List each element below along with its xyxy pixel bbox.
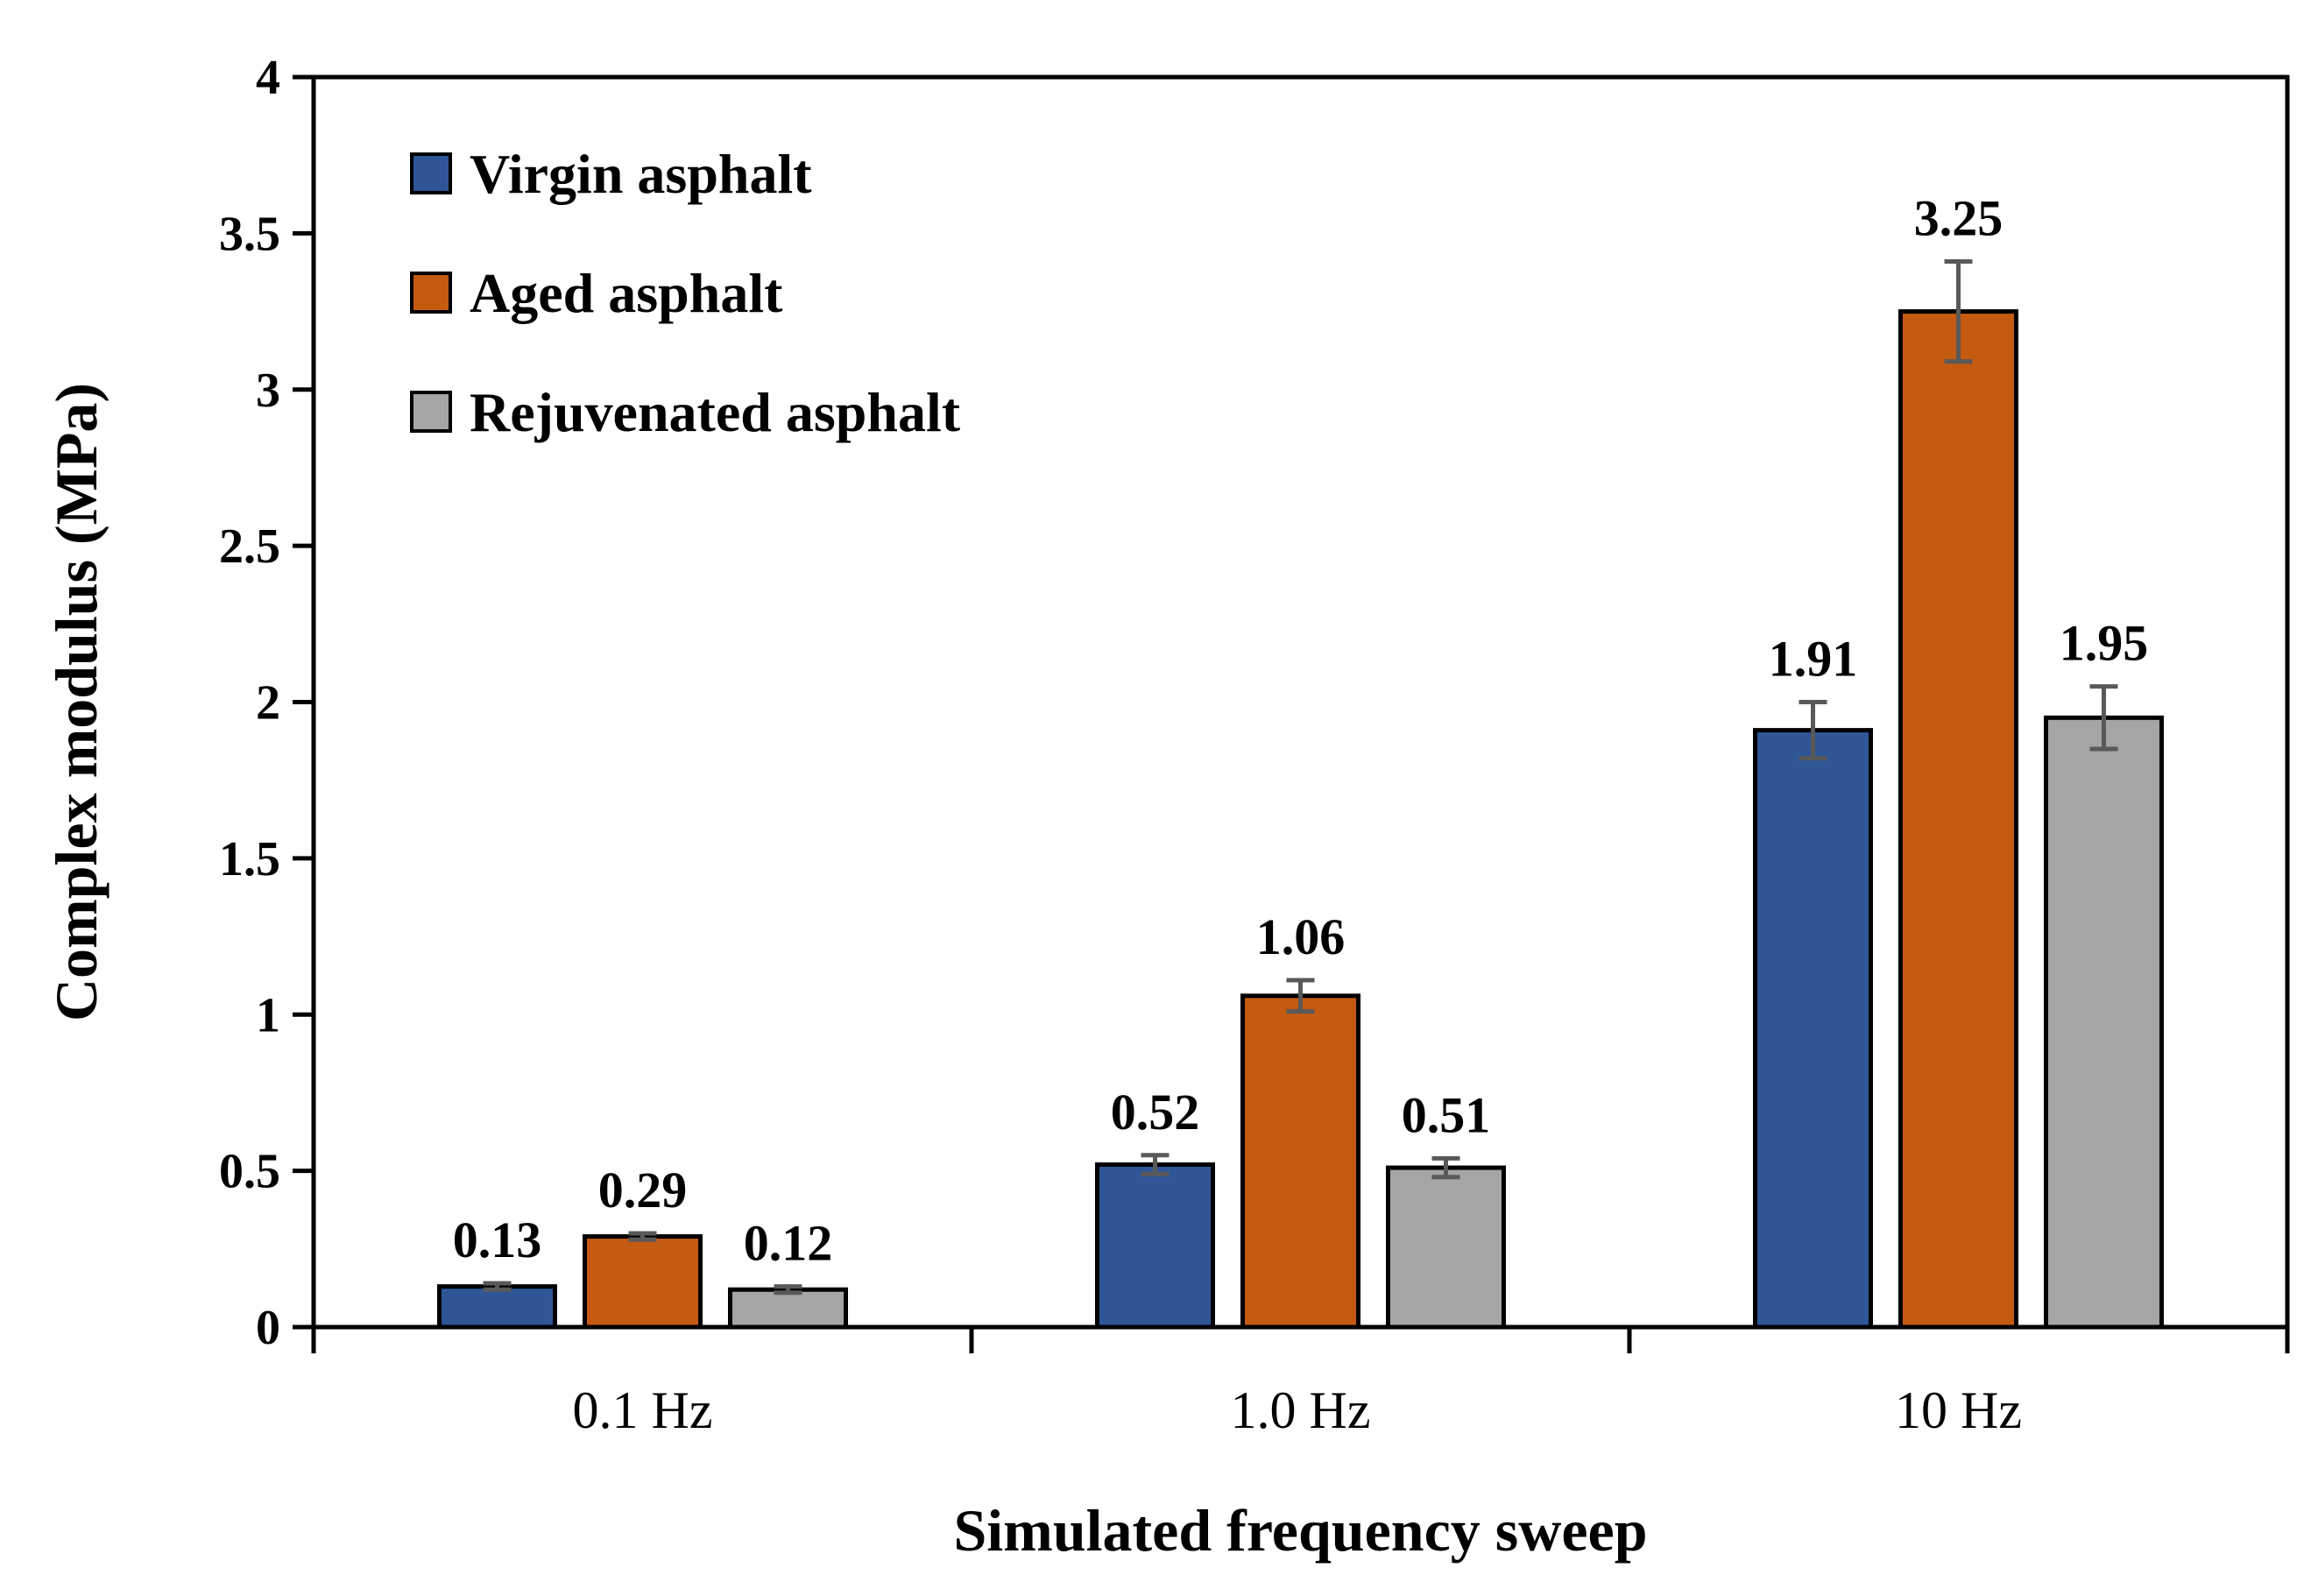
data-label: 0.52 [1111, 1084, 1200, 1141]
bar-virgin-asphalt-0 [437, 1284, 557, 1330]
y-tick-label: 1 [256, 988, 280, 1042]
bar-virgin-asphalt-2 [1753, 728, 1873, 1330]
y-tick-label: 3 [256, 364, 280, 418]
bar-virgin-asphalt-1 [1095, 1162, 1215, 1330]
legend-label: Rejuvenated asphalt [470, 381, 961, 443]
data-label: 0.12 [744, 1215, 833, 1272]
y-tick-label: 0 [256, 1301, 280, 1355]
data-label: 0.13 [453, 1211, 542, 1268]
x-tick-label: 0.1 Hz [573, 1381, 713, 1439]
legend-swatch-rejuvenated-asphalt [410, 391, 452, 433]
error-bars-layer [483, 258, 2118, 1296]
x-axis-title: Simulated frequency sweep [953, 1497, 1647, 1564]
legend-label: Aged asphalt [470, 262, 783, 324]
bar-rejuvenated-asphalt-1 [1386, 1165, 1506, 1330]
y-tick-label: 3.5 [219, 207, 280, 261]
bar-rejuvenated-asphalt-2 [2044, 715, 2164, 1330]
y-tick-label: 2.5 [219, 519, 280, 574]
data-labels-layer: 0.13 0.29 0.12 0.52 1.06 0.51 1.91 3.25 1.95 [453, 189, 2149, 1271]
data-label: 0.29 [598, 1162, 688, 1218]
legend: Virgin asphalt Aged asphalt Rejuvenated as… [410, 143, 961, 443]
legend-swatch-virgin-asphalt [410, 152, 452, 194]
data-label: 0.51 [1402, 1086, 1491, 1143]
y-tick-label: 4 [256, 51, 280, 105]
legend-swatch-aged-asphalt [410, 272, 452, 314]
y-axis-title: Complex modulus (MPa) [43, 383, 110, 1021]
x-tick-label: 10 Hz [1895, 1381, 2022, 1439]
data-label: 3.25 [1914, 189, 2004, 246]
bar-aged-asphalt-2 [1898, 309, 2018, 1330]
y-tick-label: 0.5 [219, 1145, 280, 1199]
data-label: 1.95 [2060, 615, 2149, 672]
legend-label: Virgin asphalt [470, 143, 812, 205]
x-tick-label: 1.0 Hz [1231, 1381, 1371, 1439]
bar-aged-asphalt-0 [583, 1234, 703, 1330]
bar-rejuvenated-asphalt-0 [728, 1287, 848, 1330]
axes-layer: 00.511.522.533.540.1 Hz 1.0 Hz 10 Hz [219, 51, 2290, 1439]
data-label: 1.06 [1256, 908, 1346, 965]
y-tick-label: 1.5 [219, 832, 280, 886]
bars-layer [437, 309, 2164, 1330]
data-label: 1.91 [1769, 631, 1858, 688]
bar-aged-asphalt-1 [1240, 993, 1360, 1330]
y-tick-label: 2 [256, 676, 280, 731]
